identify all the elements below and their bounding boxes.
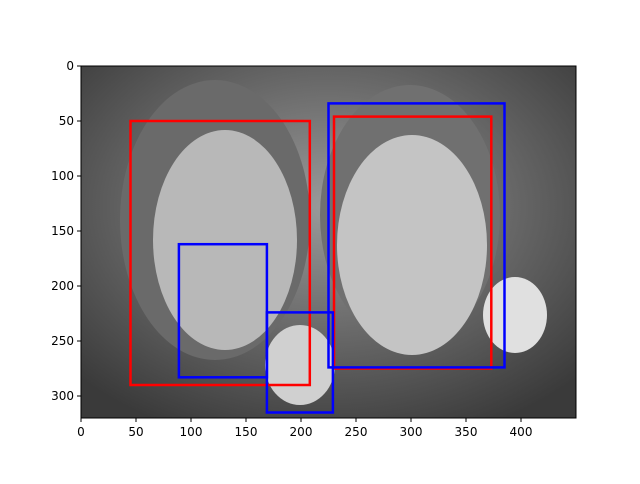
bounding-box	[177, 242, 269, 379]
y-tick-label: 50	[59, 114, 74, 128]
y-tick-label: 200	[51, 279, 74, 293]
x-tick-label: 200	[290, 425, 313, 439]
x-tick-label: 150	[235, 425, 258, 439]
x-tick-label: 350	[455, 425, 478, 439]
bounding-box	[265, 311, 335, 414]
y-tick-label: 100	[51, 169, 74, 183]
x-tick-label: 250	[345, 425, 368, 439]
x-tick-label: 100	[180, 425, 203, 439]
y-tick-label: 300	[51, 389, 74, 403]
axes-frame	[80, 65, 577, 419]
x-tick-label: 50	[128, 425, 143, 439]
x-tick-label: 300	[400, 425, 423, 439]
bounding-box	[129, 119, 312, 387]
y-tick-label: 0	[66, 59, 74, 73]
bounding-box	[327, 102, 506, 369]
x-tick-label: 400	[510, 425, 533, 439]
y-tick-label: 150	[51, 224, 74, 238]
y-tick-label: 250	[51, 334, 74, 348]
x-tick-label: 0	[77, 425, 85, 439]
